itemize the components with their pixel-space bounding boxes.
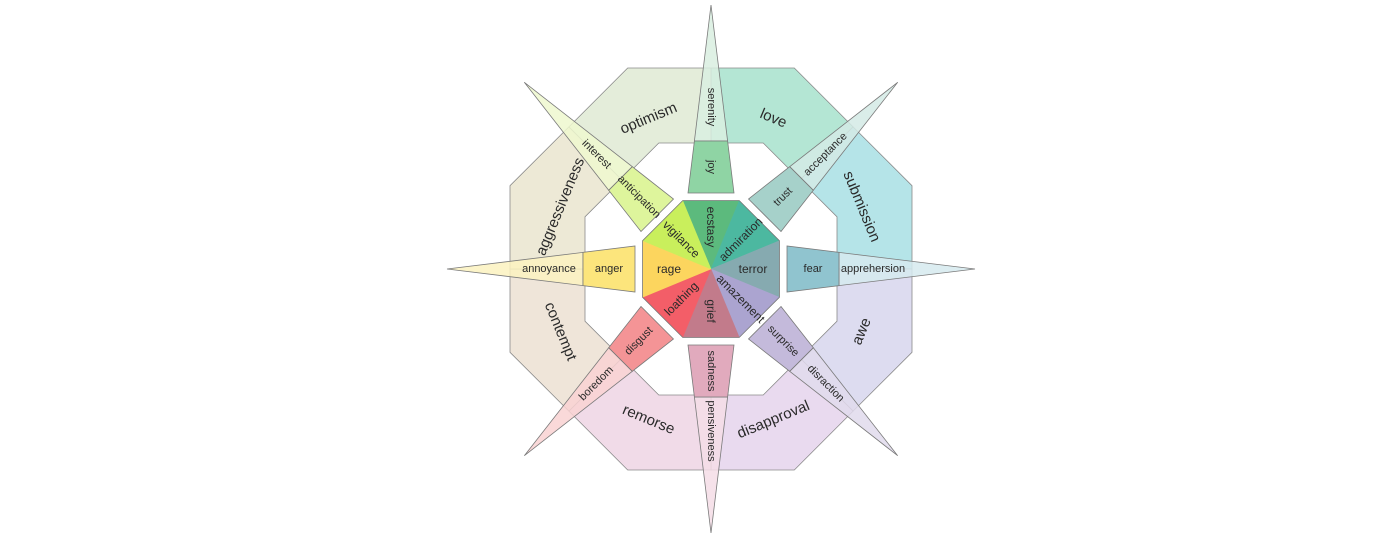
petal-surprise — [747, 305, 814, 372]
label-anger: anger — [595, 263, 623, 275]
petal-trust — [747, 166, 814, 233]
label-annoyance: annoyance — [522, 263, 576, 275]
petal-anger — [582, 245, 636, 293]
label-pensiveness: pensiveness — [705, 400, 717, 462]
core-outline — [642, 200, 780, 338]
petal-fear — [786, 245, 840, 293]
label-ecstasy: ecstasy — [704, 207, 718, 248]
label-grief: grief — [704, 299, 718, 323]
label-apprehersion: apprehersion — [841, 263, 905, 275]
petal-anticipation — [608, 166, 675, 233]
label-serenity: serenity — [705, 88, 717, 127]
petal-sadness — [687, 344, 735, 398]
label-sadness: sadness — [705, 351, 717, 392]
label-joy: joy — [705, 159, 717, 175]
label-rage: rage — [657, 262, 681, 276]
emotion-spikes — [446, 4, 976, 534]
label-fear: fear — [804, 263, 823, 275]
inner-octagon — [642, 200, 780, 338]
petal-joy — [687, 140, 735, 194]
label-terror: terror — [739, 262, 768, 276]
petal-disgust — [608, 305, 675, 372]
